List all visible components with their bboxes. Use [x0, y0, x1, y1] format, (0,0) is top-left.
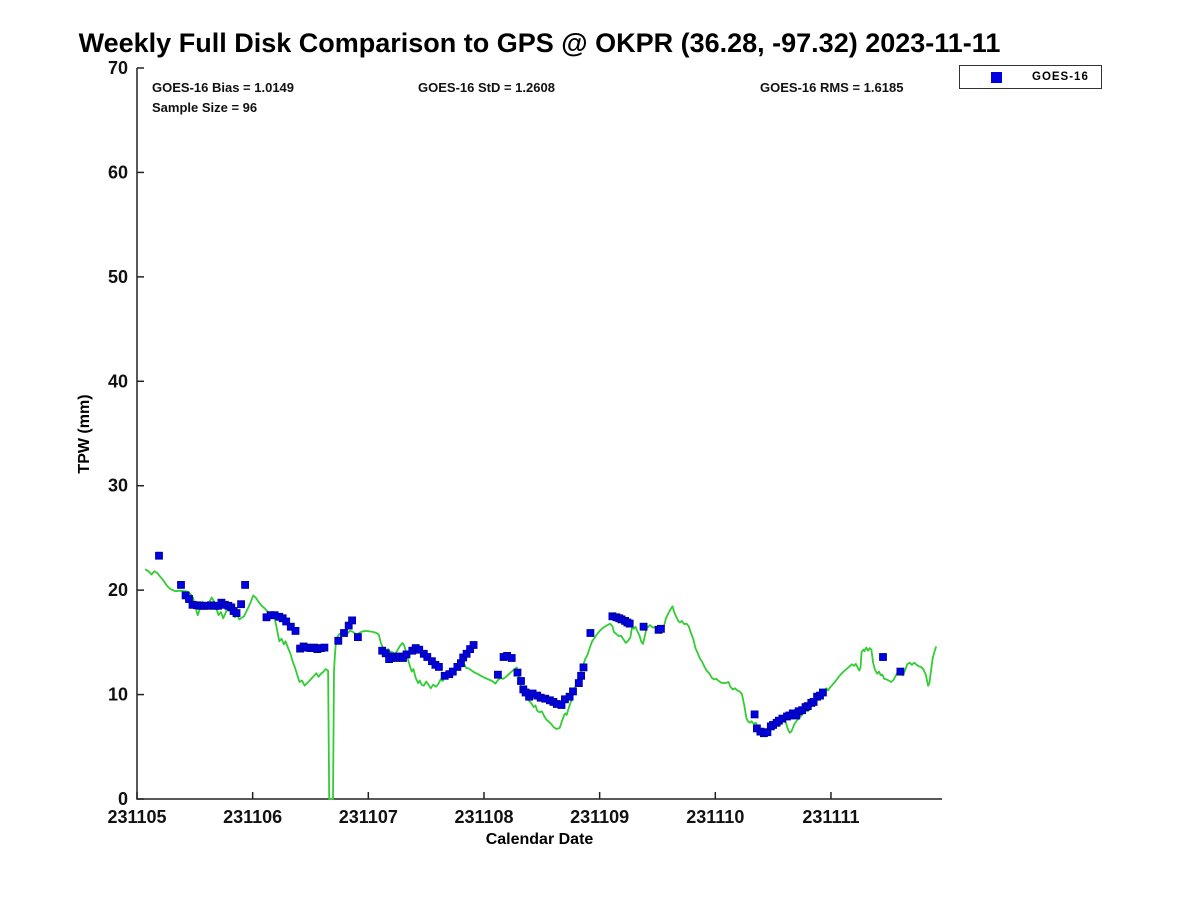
- svg-text:231108: 231108: [454, 807, 513, 827]
- stat-sample-size: Sample Size = 96: [152, 100, 258, 115]
- svg-text:20: 20: [108, 580, 128, 600]
- svg-text:60: 60: [108, 162, 128, 182]
- svg-text:231111: 231111: [802, 807, 859, 827]
- legend-goes16-label: GOES-16: [1032, 71, 1089, 83]
- legend-box: GOES-16: [959, 65, 1102, 89]
- svg-text:231106: 231106: [223, 807, 282, 827]
- svg-text:30: 30: [108, 476, 128, 496]
- svg-text:0: 0: [118, 789, 128, 809]
- svg-text:231109: 231109: [570, 807, 629, 827]
- svg-text:40: 40: [108, 371, 128, 391]
- stat-rms: GOES-16 RMS = 1.6185: [760, 80, 904, 95]
- stat-bias: GOES-16 Bias = 1.0149: [152, 80, 295, 95]
- svg-text:10: 10: [108, 685, 128, 705]
- chart-title: Weekly Full Disk Comparison to GPS @ OKP…: [78, 28, 1001, 58]
- legend-goes16-marker-icon: [991, 71, 1002, 83]
- svg-text:231110: 231110: [686, 807, 744, 827]
- svg-text:231105: 231105: [107, 807, 166, 827]
- svg-text:50: 50: [108, 267, 128, 287]
- stat-std: GOES-16 StD = 1.2608: [418, 80, 555, 95]
- x-axis-label: Calendar Date: [485, 831, 594, 848]
- svg-text:231107: 231107: [339, 807, 398, 827]
- svg-text:70: 70: [108, 58, 128, 78]
